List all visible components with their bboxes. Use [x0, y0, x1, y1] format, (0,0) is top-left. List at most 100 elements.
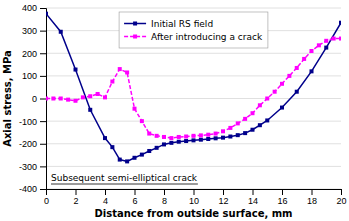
tick-label: 400 — [22, 3, 37, 13]
point — [251, 128, 255, 132]
point — [88, 108, 92, 112]
point — [184, 139, 188, 143]
grid-line — [46, 121, 341, 122]
tick: 300 — [22, 26, 46, 36]
point — [147, 132, 151, 136]
point — [258, 103, 262, 107]
tick-label: -400 — [19, 184, 37, 194]
tick: 400 — [22, 3, 46, 13]
axis-line — [40, 9, 47, 190]
tick-mark — [40, 31, 46, 32]
point — [103, 136, 107, 140]
tick-mark — [40, 166, 46, 167]
point — [221, 136, 225, 140]
point — [214, 132, 218, 136]
legend-entry: Initial RS field — [124, 19, 213, 29]
tick-mark — [40, 8, 46, 9]
point — [295, 66, 299, 70]
point — [74, 99, 78, 103]
grid — [46, 8, 341, 189]
tick-label: 4 — [103, 196, 108, 206]
tick: 100 — [22, 71, 46, 81]
tick: 6 — [132, 189, 137, 206]
grid-line — [46, 8, 341, 9]
tick: 4 — [103, 189, 108, 206]
point — [169, 141, 173, 145]
point — [280, 106, 284, 110]
point — [324, 39, 328, 43]
tick-label: -200 — [19, 139, 37, 149]
series-line — [46, 14, 341, 162]
y-axis-title: Axial stress, MPa — [2, 50, 13, 147]
point — [258, 123, 262, 127]
point — [265, 97, 269, 101]
point — [280, 82, 284, 86]
legend-entry: After introducing a crack — [124, 32, 263, 42]
tick: -200 — [19, 139, 46, 149]
point — [162, 142, 166, 146]
point — [147, 149, 151, 153]
tick: -300 — [19, 162, 46, 172]
tick-label: 16 — [277, 196, 287, 206]
tick-mark — [223, 189, 224, 195]
point — [155, 134, 159, 138]
x-axis: 02468101214161820 — [44, 189, 347, 206]
tick-mark — [135, 189, 136, 195]
tick-mark — [253, 189, 254, 195]
tick-mark — [76, 189, 77, 195]
point — [133, 107, 137, 111]
point — [103, 95, 107, 99]
point — [243, 131, 247, 135]
tick-label: 14 — [248, 196, 258, 206]
point — [59, 30, 63, 34]
tick: 20 — [336, 189, 346, 206]
tick-label: 0 — [32, 94, 37, 104]
tick-label: 6 — [132, 196, 137, 206]
point — [66, 98, 70, 102]
series-line — [46, 39, 341, 139]
tick-mark — [40, 121, 46, 122]
point — [177, 135, 181, 139]
point — [317, 43, 321, 47]
point — [169, 136, 173, 140]
x-axis-title: Distance from outside surface, mm — [94, 208, 292, 219]
grid-line — [46, 166, 341, 167]
point — [46, 97, 48, 101]
point — [88, 94, 92, 98]
legend-frame — [119, 12, 268, 48]
tick: 12 — [218, 189, 228, 206]
point — [118, 158, 122, 162]
point — [339, 37, 341, 41]
tick-mark — [40, 53, 46, 54]
tick: 2 — [73, 189, 78, 206]
tick-mark — [312, 189, 313, 195]
tick: 200 — [22, 49, 46, 59]
tick-mark — [282, 189, 283, 195]
grid-line — [46, 75, 341, 76]
point — [287, 74, 291, 78]
tick-label: 12 — [218, 196, 228, 206]
tick-label: -300 — [19, 162, 37, 172]
point — [192, 138, 196, 142]
point — [46, 12, 48, 16]
point — [324, 46, 328, 50]
point — [199, 138, 203, 142]
point — [236, 133, 240, 137]
tick: 8 — [162, 189, 167, 206]
point — [332, 37, 336, 41]
point — [155, 146, 159, 150]
legend: Initial RS field After introducing a crac… — [119, 12, 268, 48]
point — [310, 69, 314, 73]
point — [214, 136, 218, 140]
point — [74, 68, 78, 72]
tick-mark — [40, 144, 46, 145]
point — [236, 121, 240, 125]
point — [228, 135, 232, 139]
point — [125, 159, 129, 163]
point — [162, 135, 166, 139]
tick: 18 — [307, 189, 317, 206]
point — [133, 156, 137, 160]
point — [265, 118, 269, 122]
y-axis: -400-300-200-1000100200300400 — [19, 3, 47, 194]
tick: 0 — [32, 94, 46, 104]
